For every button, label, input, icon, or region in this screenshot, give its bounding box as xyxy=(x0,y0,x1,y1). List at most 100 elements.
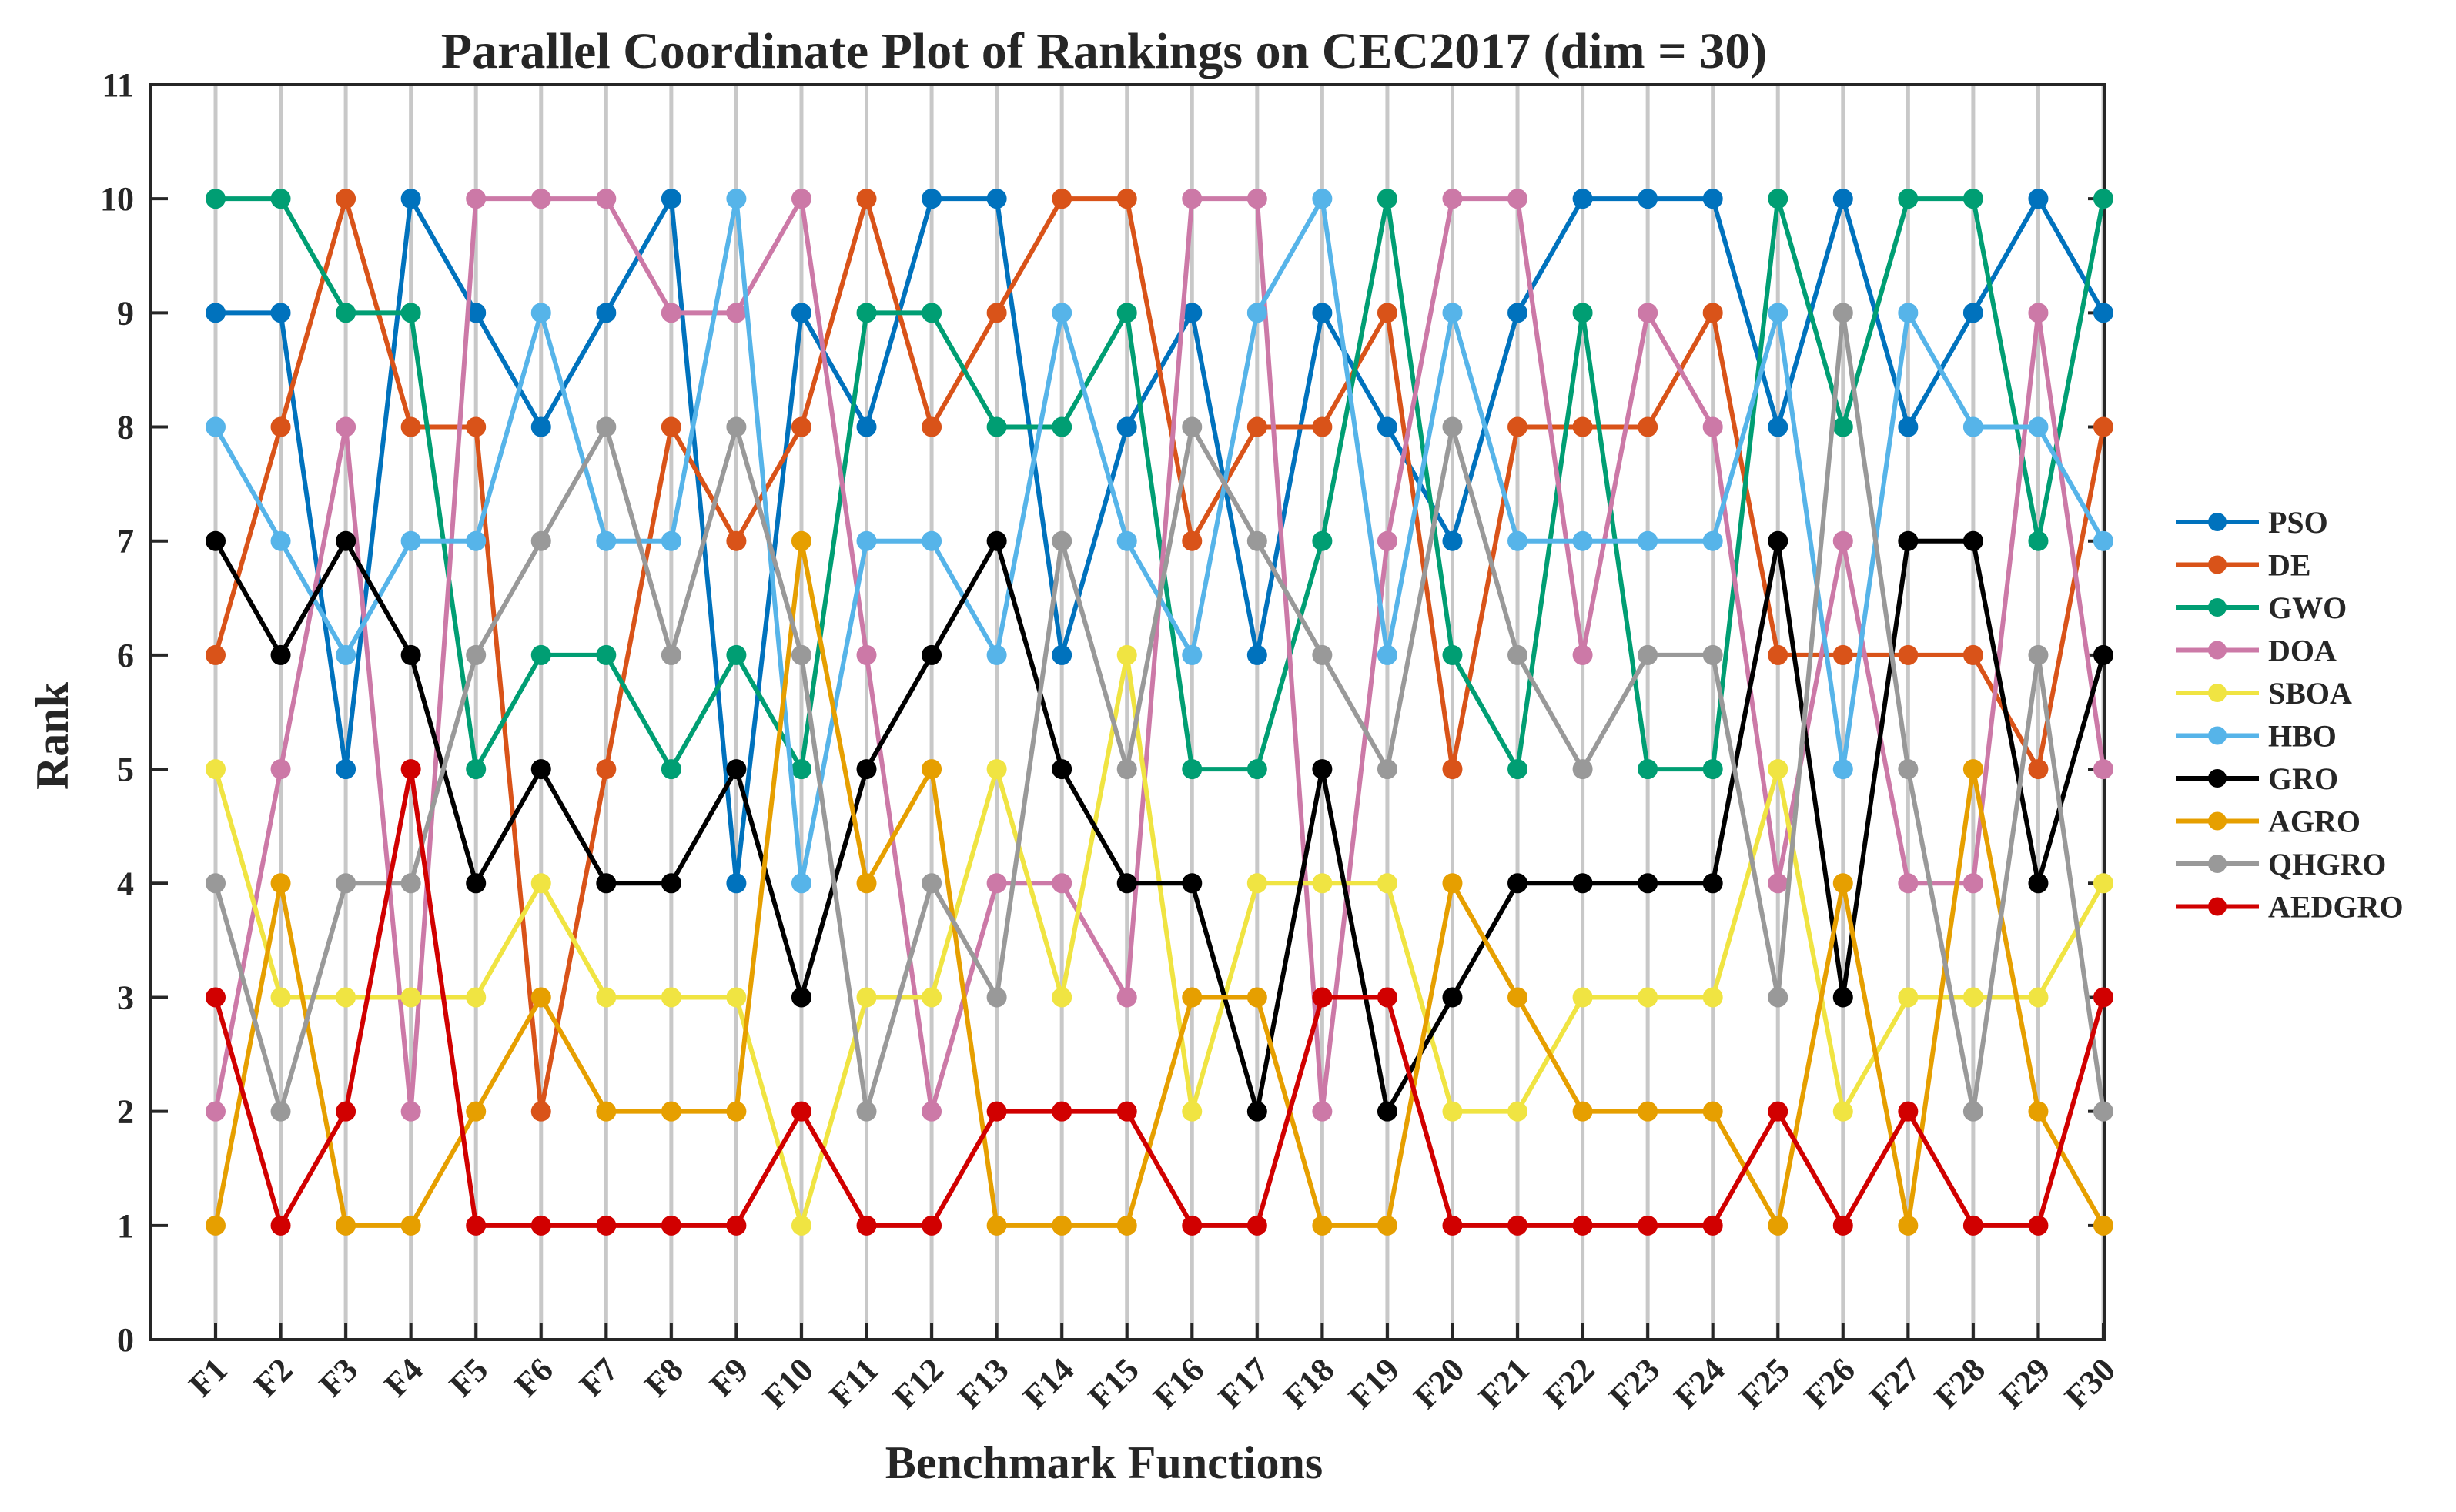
data-point-doa-f4 xyxy=(400,1101,421,1122)
data-point-hbo-f8 xyxy=(661,530,681,551)
data-point-sboa-f27 xyxy=(1898,987,1919,1008)
legend-label-doa: DOA xyxy=(2268,634,2337,668)
data-point-doa-f7 xyxy=(596,189,617,209)
data-point-de-f9 xyxy=(726,530,747,551)
data-point-sboa-f1 xyxy=(206,759,226,780)
data-point-doa-f20 xyxy=(1442,189,1463,209)
data-point-sboa-f24 xyxy=(1702,987,1723,1008)
chart-title: Parallel Coordinate Plot of Rankings on … xyxy=(441,23,1767,79)
data-point-gro-f15 xyxy=(1116,873,1137,894)
y-tick-label-4: 4 xyxy=(117,865,134,902)
data-point-gro-f16 xyxy=(1182,873,1203,894)
data-point-pso-f22 xyxy=(1572,189,1593,209)
data-point-de-f26 xyxy=(1832,644,1853,665)
data-point-agro-f15 xyxy=(1116,1215,1137,1236)
legend-label-aedgro: AEDGRO xyxy=(2268,890,2404,925)
data-point-de-f30 xyxy=(2093,416,2113,437)
data-point-pso-f15 xyxy=(1116,416,1137,437)
legend-label-agro: AGRO xyxy=(2268,805,2361,839)
series-line-aedgro xyxy=(213,767,2106,1228)
data-point-pso-f1 xyxy=(206,303,226,323)
data-point-de-f15 xyxy=(1116,189,1137,209)
data-point-gwo-f24 xyxy=(1702,759,1723,780)
data-point-gwo-f11 xyxy=(856,303,877,323)
data-point-pso-f21 xyxy=(1507,303,1528,323)
series-line-qhgro xyxy=(213,310,2106,1114)
data-point-gwo-f26 xyxy=(1832,416,1853,437)
data-point-gwo-f23 xyxy=(1638,759,1658,780)
data-point-de-f5 xyxy=(466,416,487,437)
data-point-agro-f7 xyxy=(596,1101,617,1122)
data-point-aedgro-f13 xyxy=(986,1101,1007,1122)
series-line-gwo xyxy=(213,196,2106,772)
data-point-gwo-f7 xyxy=(596,644,617,665)
data-point-gro-f17 xyxy=(1246,1101,1267,1122)
data-point-sboa-f5 xyxy=(466,987,487,1008)
series-line-gro xyxy=(213,538,2106,1114)
data-point-aedgro-f21 xyxy=(1507,1215,1528,1236)
data-point-qhgro-f11 xyxy=(856,1101,877,1122)
data-point-agro-f2 xyxy=(270,873,291,894)
data-point-de-f4 xyxy=(400,416,421,437)
data-point-qhgro-f8 xyxy=(661,644,681,665)
data-point-qhgro-f12 xyxy=(922,873,942,894)
legend-label-sboa: SBOA xyxy=(2268,676,2352,711)
data-point-doa-f22 xyxy=(1572,644,1593,665)
data-point-gro-f7 xyxy=(596,873,617,894)
data-point-hbo-f23 xyxy=(1638,530,1658,551)
data-point-gwo-f18 xyxy=(1312,530,1333,551)
data-point-gro-f8 xyxy=(661,873,681,894)
data-point-aedgro-f12 xyxy=(922,1215,942,1236)
data-point-sboa-f10 xyxy=(791,1215,811,1236)
legend-item-qhgro: QHGRO xyxy=(2176,847,2386,881)
data-point-aedgro-f10 xyxy=(791,1101,811,1122)
data-point-de-f3 xyxy=(336,189,356,209)
data-point-gwo-f15 xyxy=(1116,303,1137,323)
data-point-gwo-f17 xyxy=(1246,759,1267,780)
data-point-gwo-f16 xyxy=(1182,759,1203,780)
y-tick-label-7: 7 xyxy=(117,523,134,560)
data-point-pso-f30 xyxy=(2093,303,2113,323)
data-point-aedgro-f20 xyxy=(1442,1215,1463,1236)
data-point-qhgro-f29 xyxy=(2028,644,2049,665)
legend-swatch-marker-qhgro xyxy=(2208,855,2227,873)
data-point-gro-f24 xyxy=(1702,873,1723,894)
data-point-sboa-f15 xyxy=(1116,644,1137,665)
legend-swatch-marker-pso xyxy=(2208,513,2227,531)
data-point-qhgro-f13 xyxy=(986,987,1007,1008)
data-point-aedgro-f25 xyxy=(1768,1101,1788,1122)
data-point-aedgro-f2 xyxy=(270,1215,291,1236)
data-point-gro-f18 xyxy=(1312,759,1333,780)
data-point-doa-f13 xyxy=(986,873,1007,894)
data-point-pso-f10 xyxy=(791,303,811,323)
data-point-gwo-f5 xyxy=(466,759,487,780)
data-point-sboa-f14 xyxy=(1052,987,1072,1008)
data-point-gro-f20 xyxy=(1442,987,1463,1008)
data-point-pso-f11 xyxy=(856,416,877,437)
data-point-qhgro-f20 xyxy=(1442,416,1463,437)
data-point-doa-f15 xyxy=(1116,987,1137,1008)
data-point-agro-f29 xyxy=(2028,1101,2049,1122)
data-point-agro-f27 xyxy=(1898,1215,1919,1236)
series-gro xyxy=(206,530,2113,1122)
data-point-doa-f17 xyxy=(1246,189,1267,209)
y-tick-label-8: 8 xyxy=(117,409,134,447)
data-point-aedgro-f11 xyxy=(856,1215,877,1236)
data-point-pso-f7 xyxy=(596,303,617,323)
data-point-de-f27 xyxy=(1898,644,1919,665)
legend-swatch-marker-gwo xyxy=(2208,598,2227,617)
data-point-doa-f3 xyxy=(336,416,356,437)
data-point-agro-f6 xyxy=(530,987,551,1008)
data-point-aedgro-f24 xyxy=(1702,1215,1723,1236)
data-point-gwo-f27 xyxy=(1898,189,1919,209)
data-point-sboa-f17 xyxy=(1246,873,1267,894)
data-point-agro-f1 xyxy=(206,1215,226,1236)
data-point-hbo-f10 xyxy=(791,873,811,894)
series-agro xyxy=(206,530,2113,1236)
data-point-doa-f30 xyxy=(2093,759,2113,780)
data-point-doa-f12 xyxy=(922,1101,942,1122)
data-point-sboa-f3 xyxy=(336,987,356,1008)
data-point-doa-f19 xyxy=(1377,530,1397,551)
data-point-sboa-f11 xyxy=(856,987,877,1008)
